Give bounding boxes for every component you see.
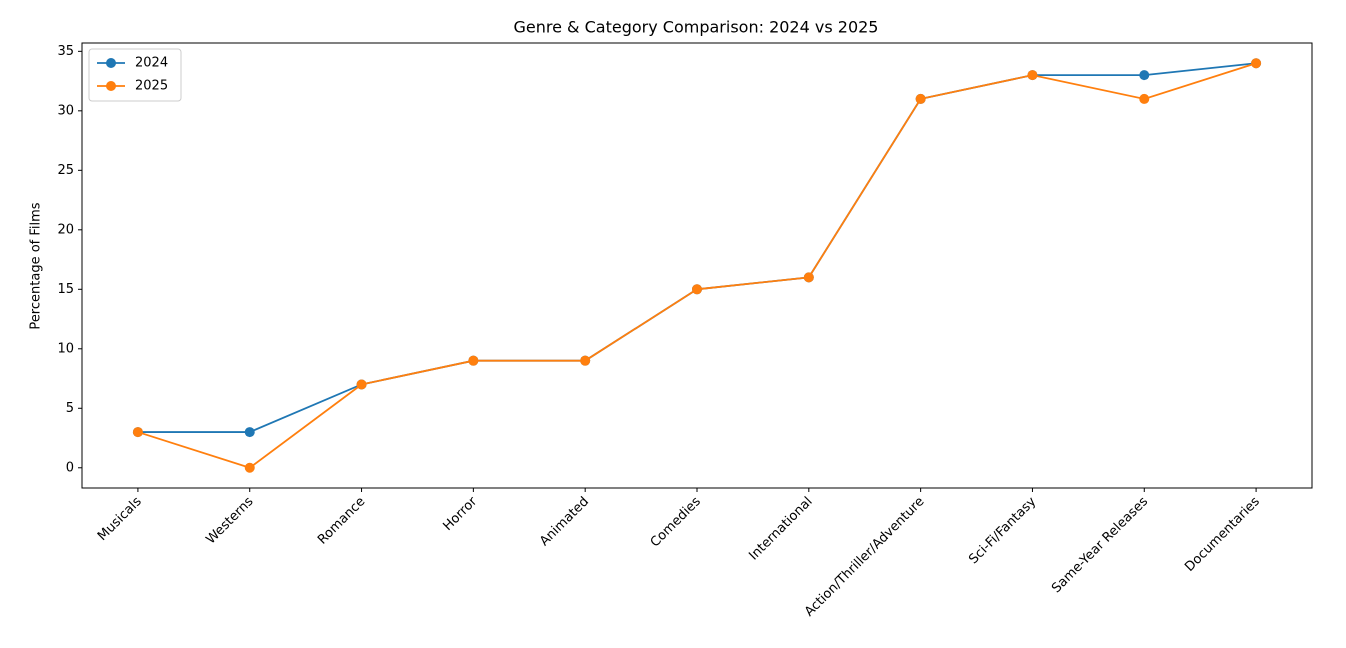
data-point [1251,58,1262,69]
y-tick-label: 30 [57,103,74,118]
legend-label: 2025 [135,79,168,94]
y-tick-label: 5 [66,401,74,416]
data-point [132,427,143,438]
data-point [803,272,814,283]
data-point [244,427,255,438]
y-tick-label: 10 [57,341,74,356]
x-tick-label: International [746,494,815,563]
series-line [137,62,1257,433]
x-tick-label: Sci-Fi/Fantasy [966,494,1039,567]
y-tick-label: 0 [66,460,74,475]
x-tick-label: Comedies [648,494,704,550]
legend-marker [106,58,116,68]
y-tick-label: 20 [57,222,74,237]
x-tick-label: Romance [315,494,368,547]
data-point [580,355,591,366]
y-axis-label: Percentage of Films [29,202,44,329]
legend-marker [106,81,116,91]
series-line [137,62,1257,469]
chart-title: Genre & Category Comparison: 2024 vs 202… [514,18,879,37]
y-tick-label: 25 [57,163,74,178]
data-point [1139,93,1150,104]
y-tick-label: 35 [57,44,74,59]
x-tick-label: Action/Thriller/Adventure [802,494,927,619]
legend-label: 2024 [135,56,168,71]
y-tick-label: 15 [57,282,74,297]
data-point [692,284,702,295]
data-point [1027,70,1038,81]
data-point [356,379,367,390]
x-tick-label: Documentaries [1182,494,1263,575]
data-point [915,93,926,104]
x-tick-label: Horror [440,494,480,534]
plot-frame [81,42,1313,489]
data-point [1139,70,1150,81]
data-point [468,355,479,366]
x-tick-label: Same-Year Releases [1049,494,1151,596]
data-point [244,462,255,473]
x-tick-label: Westerns [203,494,256,547]
x-tick-label: Animated [537,494,592,549]
x-tick-label: Musicals [95,494,145,544]
